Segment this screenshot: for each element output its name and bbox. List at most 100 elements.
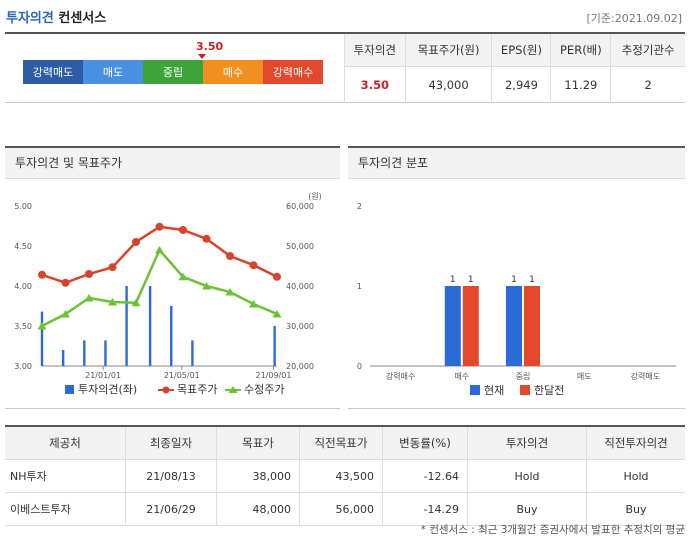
distribution-bar bbox=[524, 286, 540, 366]
adjusted-price-point bbox=[37, 322, 47, 330]
summary-header: PER(배) bbox=[550, 34, 611, 67]
summary-opinion: 3.50 bbox=[344, 66, 406, 103]
y-left-tick-label: 4.50 bbox=[14, 242, 32, 251]
title-rest: 컨센서스 bbox=[53, 11, 107, 26]
bar-value-label: 1 bbox=[529, 275, 535, 285]
legend-opinion-swatch bbox=[65, 385, 74, 394]
opinion-distribution-panel: 투자의견 분포 2 1 0 강력매수 매수 1 1 중립 1 1 매도 강력매도 현재 한달전 bbox=[348, 146, 685, 409]
opinion-bar bbox=[40, 311, 44, 366]
x-category-label: 매수 bbox=[454, 372, 469, 381]
target-price-point bbox=[249, 261, 258, 270]
y-tick-label: 1 bbox=[357, 282, 362, 291]
opinion-scale: 강력매도 매도 중립 매수 강력매수 bbox=[23, 60, 323, 84]
target-price-point bbox=[132, 238, 140, 246]
consensus-marker-icon bbox=[198, 54, 206, 59]
scale-strong-sell: 강력매도 bbox=[23, 60, 83, 84]
bar-value-label: 1 bbox=[511, 275, 517, 285]
adjusted-price-point bbox=[272, 310, 282, 318]
broker-header: 변동률(%) bbox=[382, 425, 468, 460]
legend-current-swatch bbox=[470, 385, 480, 395]
adjusted-price-point bbox=[84, 294, 94, 302]
x-category-label: 매도 bbox=[577, 372, 592, 381]
y-left-tick-label: 3.50 bbox=[14, 322, 32, 331]
target-price-point bbox=[61, 278, 70, 287]
y-tick-label: 0 bbox=[357, 362, 362, 371]
broker-name: NH투자 bbox=[5, 459, 126, 493]
bar-value-label: 1 bbox=[468, 275, 474, 285]
panel-title: 투자의견 분포 bbox=[348, 148, 685, 179]
y-right-tick-label: 50,000 bbox=[286, 242, 314, 251]
broker-target: 48,000 bbox=[216, 492, 300, 526]
broker-change: -12.64 bbox=[382, 459, 468, 493]
broker-change: -14.29 bbox=[382, 492, 468, 526]
distribution-bar bbox=[462, 286, 479, 366]
x-category-label: 중립 bbox=[516, 372, 531, 381]
broker-prev-opinion: Hold bbox=[586, 459, 685, 493]
broker-opinion: Buy bbox=[467, 492, 587, 526]
summary-header: 추정기관수 bbox=[610, 34, 685, 67]
distribution-bar bbox=[506, 286, 522, 366]
scale-buy: 매수 bbox=[203, 60, 263, 84]
consensus-summary-table: 투자의견 목표주가(원) EPS(원) PER(배) 추정기관수 3.50 43… bbox=[344, 34, 685, 103]
broker-header: 직전목표가 bbox=[299, 425, 383, 460]
adjusted-price-point bbox=[108, 298, 117, 306]
target-price-point bbox=[226, 252, 234, 260]
right-axis-unit: (원) bbox=[308, 192, 322, 201]
adjusted-price-point bbox=[178, 272, 188, 281]
adjusted-price-point bbox=[225, 288, 235, 296]
legend-target-marker bbox=[162, 386, 170, 394]
adjusted-price-point bbox=[131, 298, 141, 307]
broker-header: 투자의견 bbox=[467, 425, 587, 460]
table-row: NH투자 21/08/13 38,000 43,500 -12.64 Hold … bbox=[5, 459, 685, 493]
summary-header: 투자의견 bbox=[344, 34, 406, 67]
y-left-tick-label: 4.00 bbox=[14, 282, 32, 291]
opinion-bar bbox=[148, 286, 152, 366]
opinion-target-panel: 투자의견 및 목표주가 (원) 5.00 4.50 4.00 3.50 3.00 60,00… bbox=[5, 146, 340, 409]
x-tick-label: 21/09/01 bbox=[256, 371, 292, 380]
page-title: 투자의견 컨센서스 bbox=[6, 7, 106, 26]
y-right-tick-label: 60,000 bbox=[286, 202, 314, 211]
broker-table: 제공처 최종일자 목표가 직전목표가 변동률(%) 투자의견 직전투자의견 NH… bbox=[5, 425, 685, 526]
summary-target-price: 43,000 bbox=[404, 66, 492, 103]
x-tick-label: 21/01/01 bbox=[85, 371, 121, 380]
broker-prev-target: 56,000 bbox=[299, 492, 383, 526]
target-price-line bbox=[41, 225, 278, 285]
opinion-bar bbox=[104, 340, 107, 366]
y-right-tick-label: 30,000 bbox=[286, 322, 314, 331]
legend-prev-swatch bbox=[520, 385, 530, 395]
title-highlight: 투자의견 bbox=[6, 11, 54, 26]
broker-target: 38,000 bbox=[216, 459, 300, 493]
y-right-tick-label: 40,000 bbox=[286, 282, 314, 291]
target-price-point bbox=[85, 270, 93, 278]
panel-title: 투자의견 및 목표주가 bbox=[5, 148, 340, 179]
bar-value-label: 1 bbox=[450, 275, 456, 285]
broker-prev-opinion: Buy bbox=[586, 492, 685, 526]
target-price-point bbox=[179, 226, 187, 234]
summary-count: 2 bbox=[610, 66, 685, 103]
adjusted-price-point bbox=[202, 282, 211, 290]
scale-strong-buy: 강력매수 bbox=[263, 60, 323, 84]
target-price-point bbox=[108, 263, 117, 272]
broker-header: 최종일자 bbox=[125, 425, 217, 460]
target-price-point bbox=[273, 272, 281, 281]
x-category-label: 강력매수 bbox=[386, 371, 415, 381]
summary-eps: 2,949 bbox=[491, 66, 551, 103]
legend-price-marker bbox=[228, 386, 238, 393]
opinion-bar bbox=[273, 326, 276, 366]
broker-header: 직전투자의견 bbox=[586, 425, 685, 460]
y-right-tick-label: 20,000 bbox=[286, 362, 314, 371]
opinion-bar bbox=[170, 306, 173, 366]
opinion-target-chart: (원) 5.00 4.50 4.00 3.50 3.00 60,000 50,000 40,00… bbox=[14, 192, 322, 396]
adjusted-price-point bbox=[249, 300, 258, 308]
legend-target-label: 목표주가 bbox=[177, 383, 217, 396]
scale-sell: 매도 bbox=[83, 60, 143, 84]
target-price-point bbox=[38, 270, 46, 279]
x-tick-label: 21/05/01 bbox=[164, 371, 200, 380]
consensus-marker-value: 3.50 bbox=[196, 40, 224, 53]
summary-per: 11.29 bbox=[550, 66, 611, 103]
broker-date: 21/08/13 bbox=[125, 459, 217, 493]
y-left-tick-label: 3.00 bbox=[14, 362, 32, 371]
legend-prev-label: 한달전 bbox=[534, 384, 564, 397]
summary-header: 목표주가(원) bbox=[404, 34, 492, 67]
broker-opinion: Hold bbox=[467, 459, 587, 493]
